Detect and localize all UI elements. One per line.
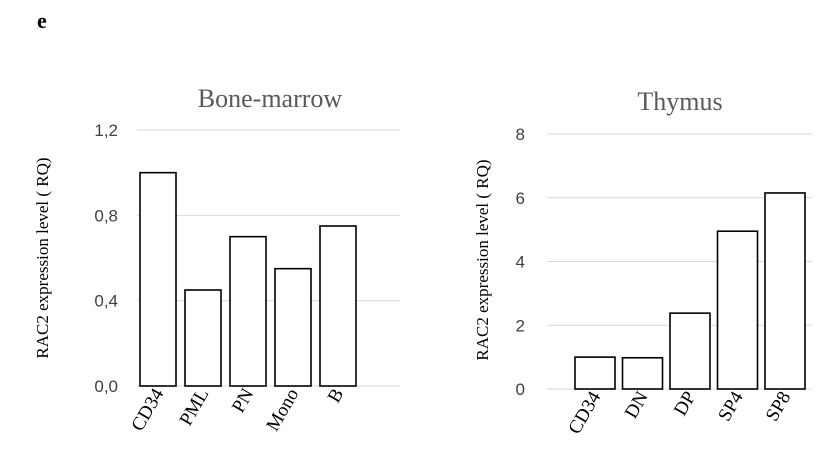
bar-cd34: [139, 171, 177, 387]
y-tick-label: 0: [516, 380, 525, 399]
x-tick-label: PN: [228, 385, 258, 417]
bar-sp8: [764, 192, 806, 390]
x-tick-label: SP4: [714, 388, 748, 425]
bar-cd34: [574, 356, 616, 390]
x-tick-label: CD34: [127, 385, 168, 435]
x-tick-label: B: [324, 385, 349, 406]
x-tick-label: SP8: [762, 388, 796, 425]
y-tick-label: 0,4: [94, 292, 118, 311]
bar-mono: [274, 267, 312, 387]
panel-letter: e: [37, 8, 47, 33]
x-tick-label: DP: [670, 388, 700, 420]
bar-pn: [229, 235, 267, 387]
bar-dn: [621, 356, 664, 390]
x-tick-label: PML: [176, 385, 214, 429]
x-tick-label: CD34: [564, 388, 605, 438]
bar-b: [319, 225, 357, 387]
y-tick-label: 0,8: [94, 206, 118, 225]
y-axis-label: RAC2 expression level ( RQ): [473, 159, 492, 360]
y-tick-label: 2: [516, 316, 525, 335]
bone-marrow-chart: Bone-marrow 0,0 0,4 0,8 1,2 RAC2 expression l…: [33, 84, 400, 435]
y-tick-label: 0,0: [94, 377, 118, 396]
y-tick-label: 8: [516, 125, 525, 144]
x-tick-label: DN: [621, 388, 653, 423]
chart-title: Bone-marrow: [198, 84, 343, 113]
y-tick-label: 4: [516, 253, 525, 272]
y-tick-label: 6: [516, 189, 525, 208]
y-tick-label: 1,2: [94, 121, 118, 140]
bar-dp: [669, 312, 711, 390]
bar-sp4: [716, 230, 759, 390]
bar-pml: [184, 289, 222, 387]
x-tick-label: Mono: [262, 385, 303, 435]
y-axis-label: RAC2 expression level ( RQ): [33, 157, 52, 358]
chart-title: Thymus: [637, 87, 722, 116]
thymus-chart: Thymus 0 2 4 6 8 RAC2 expression level ( RQ) CD…: [473, 87, 812, 438]
